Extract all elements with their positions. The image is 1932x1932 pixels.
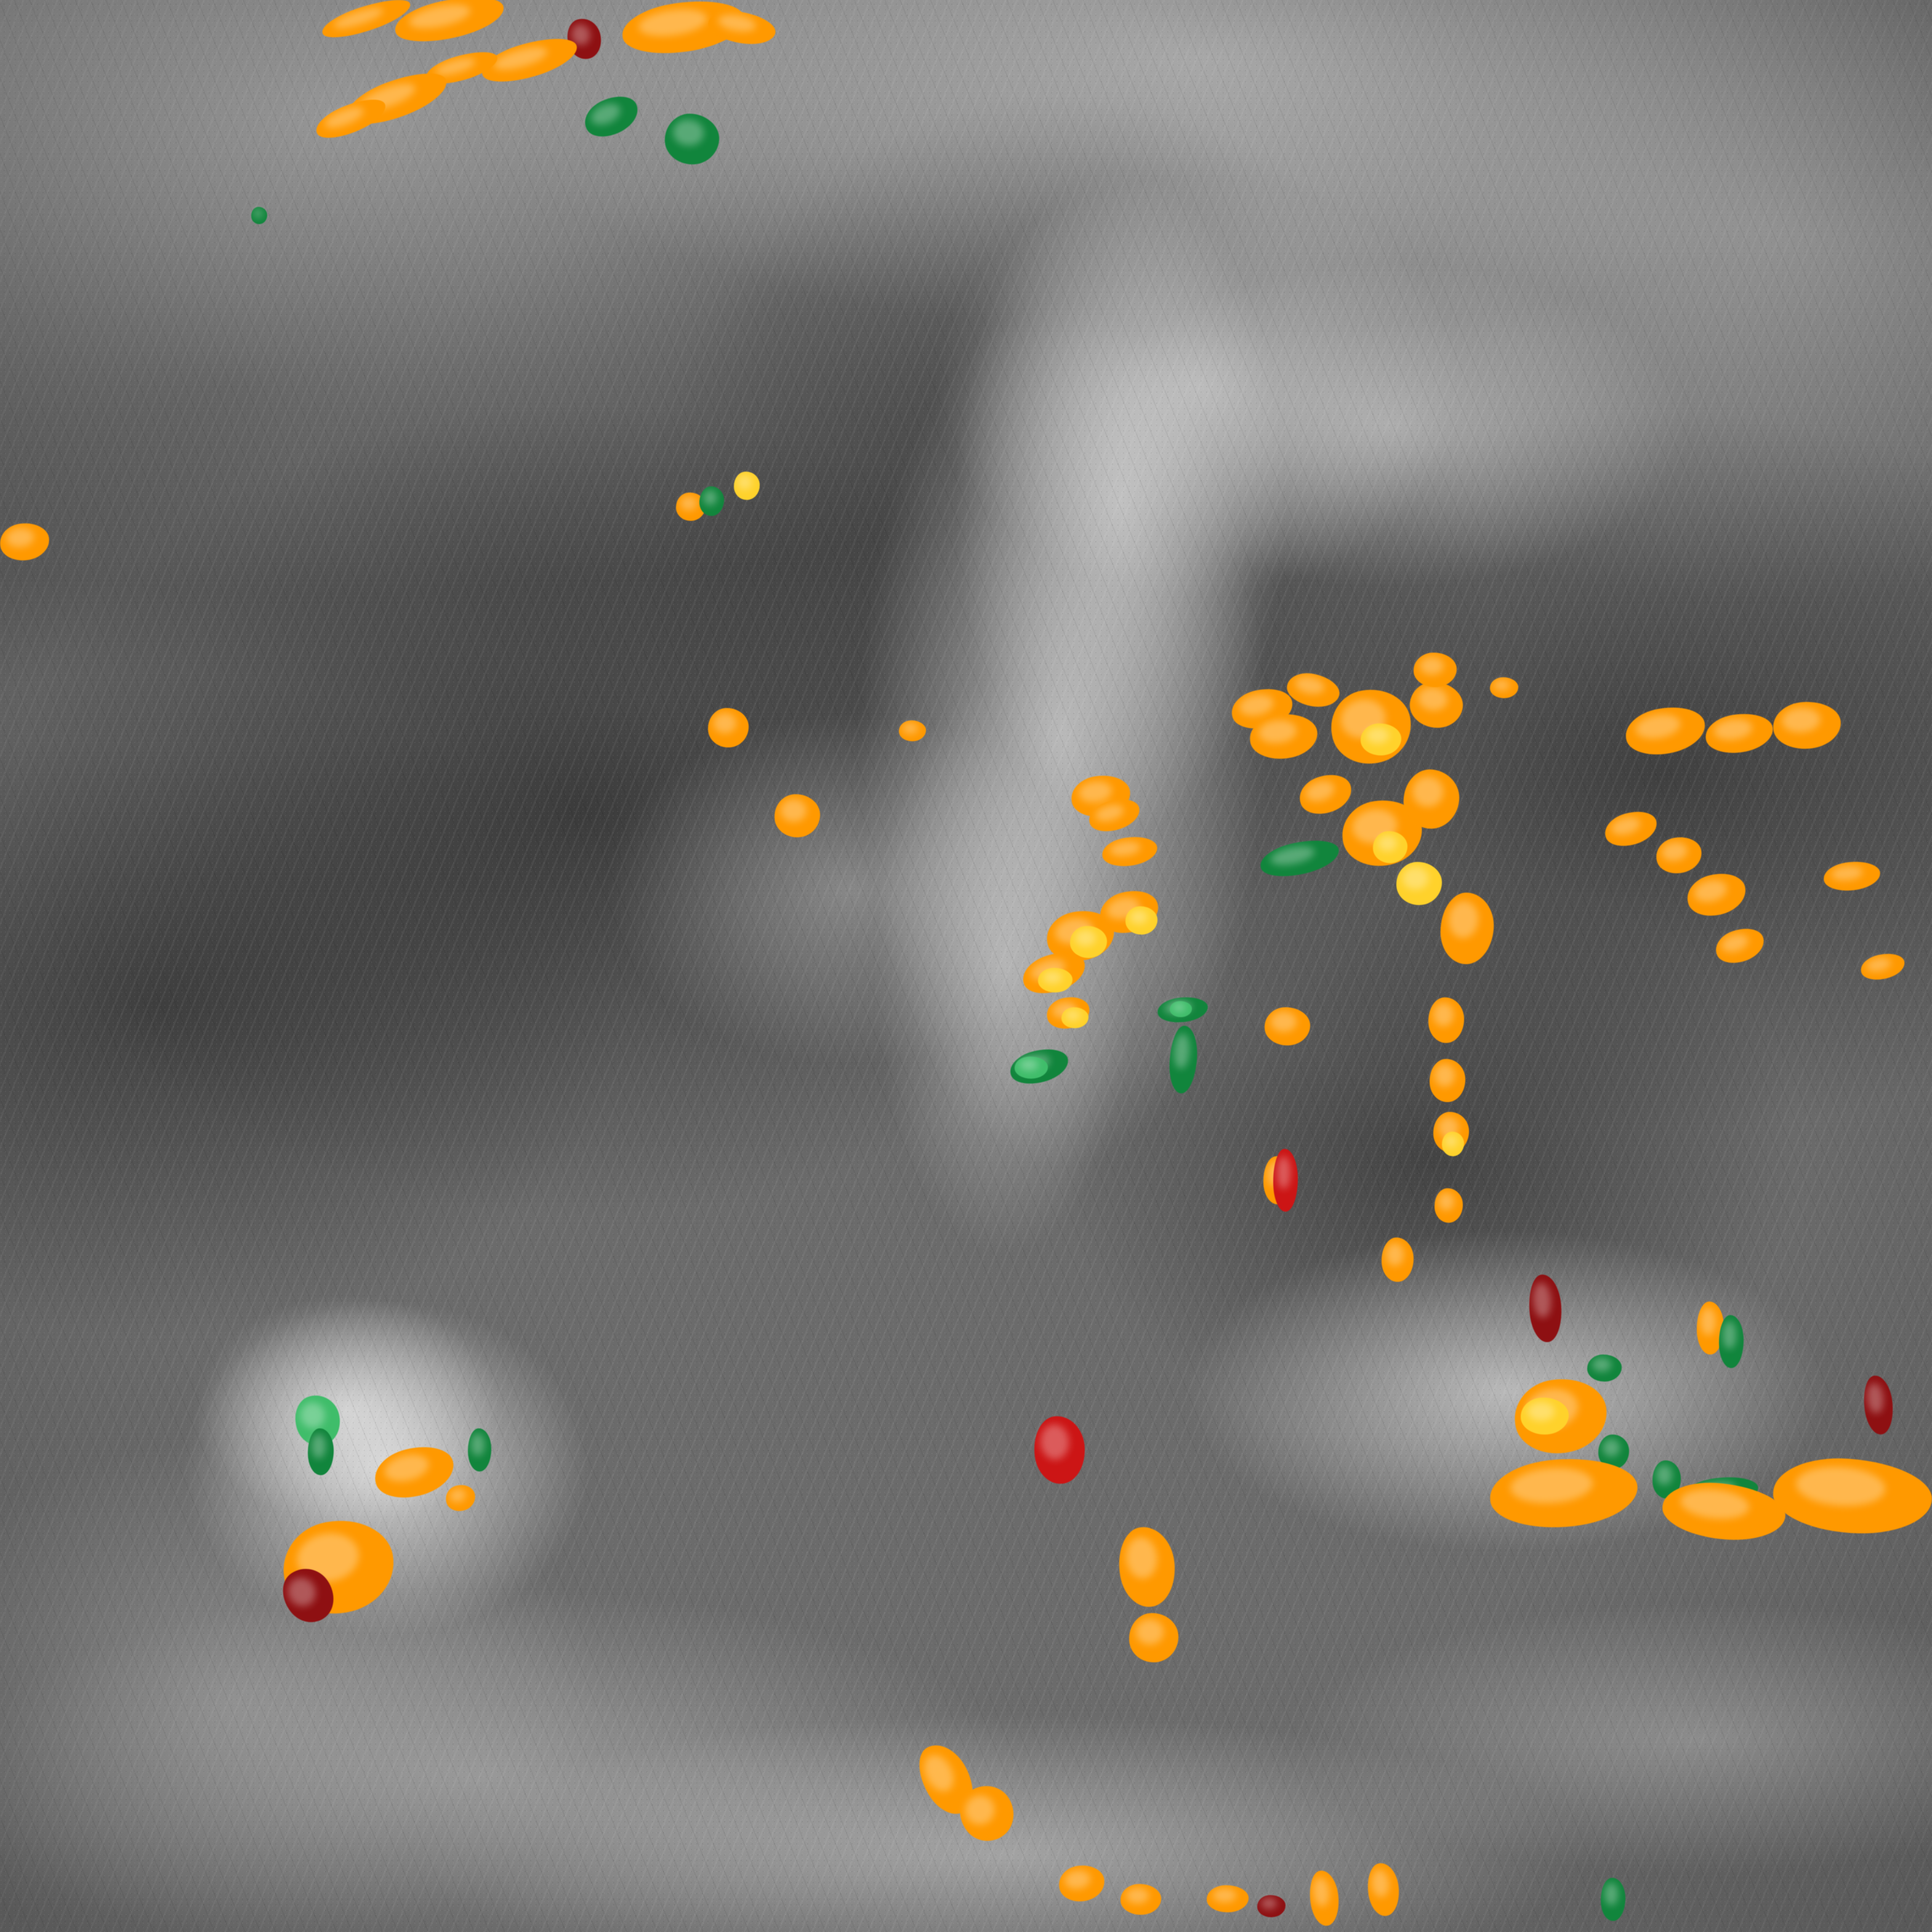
cell-orange-77 — [1659, 1477, 1789, 1546]
cell-orange-26 — [1414, 653, 1457, 687]
cell-green-68 — [1587, 1354, 1622, 1382]
cell-orange-92 — [1057, 1862, 1107, 1904]
cell-orange-27 — [1294, 768, 1357, 820]
cell-orange-58 — [1601, 806, 1661, 851]
cell-yellow-72 — [1521, 1398, 1569, 1435]
cell-yellow-40 — [1038, 968, 1073, 992]
cell-dark_red-95 — [1257, 1895, 1286, 1917]
cell-green-15 — [698, 485, 725, 517]
cell-orange-49 — [1438, 891, 1496, 966]
cell-orange-96 — [1307, 1869, 1342, 1928]
cell-yellow-38 — [1125, 906, 1157, 935]
cell-orange-50 — [1428, 997, 1464, 1043]
cell-green-45 — [1167, 1024, 1199, 1095]
cell-light_green-47 — [1015, 1057, 1048, 1079]
cell-yellow-36 — [1070, 926, 1107, 958]
cell-orange-22 — [1284, 669, 1343, 712]
cell-orange-18 — [775, 794, 820, 837]
cell-orange-59 — [1653, 834, 1705, 877]
cell-orange-17 — [708, 708, 749, 747]
cell-yellow-24 — [1361, 723, 1401, 755]
cell-orange-87 — [443, 1481, 478, 1515]
cell-yellow-31 — [1396, 862, 1442, 905]
cell-orange-13 — [0, 520, 51, 563]
cell-orange-66 — [1382, 1238, 1414, 1282]
cell-orange-81 — [1115, 1524, 1179, 1610]
cell-orange-93 — [1121, 1884, 1161, 1915]
cell-orange-60 — [1683, 867, 1750, 922]
cell-orange-99 — [899, 720, 926, 741]
cell-orange-100 — [1490, 677, 1518, 698]
cell-dark_red-79 — [1861, 1374, 1896, 1436]
cell-green-32 — [1257, 834, 1342, 882]
cell-orange-63 — [1858, 949, 1907, 984]
cell-red-65 — [1273, 1149, 1298, 1212]
cell-orange-78 — [1771, 1454, 1932, 1539]
cell-orange-56 — [1703, 709, 1776, 757]
cell-orange-51 — [1430, 1059, 1465, 1102]
cell-orange-62 — [1822, 859, 1882, 893]
cell-light_green-44 — [1170, 1001, 1192, 1017]
cell-orange-82 — [1129, 1613, 1178, 1662]
cell-orange-55 — [1622, 701, 1709, 760]
cell-red-80 — [1032, 1414, 1087, 1486]
cell-orange-34 — [1100, 833, 1159, 870]
cell-dark_red-67 — [1527, 1273, 1564, 1343]
cell-green-70 — [1719, 1315, 1744, 1368]
cell-yellow-29 — [1373, 831, 1407, 863]
cell-orange-97 — [1365, 1861, 1402, 1918]
cell-orange-48 — [1265, 1007, 1310, 1045]
cell-green-84 — [308, 1428, 334, 1475]
cell-yellow-53 — [1442, 1132, 1464, 1156]
cell-green-10 — [579, 89, 644, 144]
cell-green-11 — [662, 111, 722, 167]
cell-orange-94 — [1207, 1885, 1249, 1912]
cell-green-12 — [251, 207, 267, 224]
cell-yellow-42 — [1061, 1007, 1089, 1028]
cell-orange-54 — [1435, 1188, 1463, 1223]
cell-orange-61 — [1711, 922, 1769, 969]
cell-green-98 — [1601, 1878, 1625, 1921]
cell-orange-57 — [1771, 699, 1843, 751]
cell-green-86 — [468, 1428, 491, 1471]
cell-yellow-16 — [734, 472, 760, 500]
